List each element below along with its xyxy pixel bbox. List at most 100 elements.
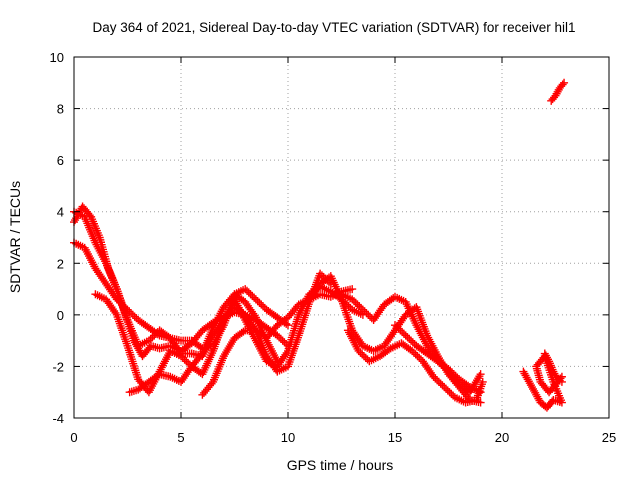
- data-point: [208, 325, 217, 334]
- y-tick-label: -4: [52, 411, 64, 426]
- data-point: [448, 368, 457, 377]
- plot-frame: [73, 56, 610, 419]
- y-tick-label: 0: [57, 308, 64, 323]
- data-point: [434, 377, 443, 386]
- data-point: [440, 383, 449, 392]
- data-point: [451, 371, 460, 380]
- data-point: [548, 365, 557, 374]
- data-point: [110, 306, 119, 315]
- data-point: [550, 381, 559, 390]
- data-point: [430, 354, 439, 363]
- data-point: [357, 303, 366, 312]
- data-point: [405, 334, 414, 343]
- data-point: [280, 316, 289, 325]
- data-point: [364, 310, 373, 319]
- data-point: [182, 357, 191, 366]
- data-point: [462, 380, 471, 389]
- data-point: [433, 376, 442, 385]
- data-point: [280, 338, 289, 347]
- data-point: [419, 346, 428, 355]
- data-point: [415, 353, 424, 362]
- data-point: [401, 331, 410, 340]
- data-point: [250, 311, 259, 320]
- data-point: [208, 349, 217, 358]
- data-point: [358, 305, 367, 314]
- data-point: [250, 293, 259, 302]
- data-point: [174, 376, 183, 385]
- x-axis-ticks: 0 5 10 15 20 25: [70, 57, 616, 445]
- data-point: [551, 371, 560, 380]
- data-point: [525, 379, 534, 388]
- data-point: [351, 298, 360, 307]
- series-track-9: [343, 326, 487, 407]
- data-point: [346, 285, 355, 294]
- data-point: [474, 387, 483, 396]
- data-point: [259, 331, 268, 340]
- series-track-6: [198, 285, 357, 399]
- series-track-3: [70, 202, 335, 376]
- x-tick-label: 5: [177, 430, 184, 445]
- data-point: [103, 262, 112, 271]
- data-point: [413, 352, 422, 361]
- data-point: [442, 384, 451, 393]
- data-point: [356, 337, 365, 346]
- data-point: [436, 379, 445, 388]
- data-point: [535, 358, 544, 367]
- data-point: [356, 348, 365, 357]
- data-point: [227, 306, 236, 315]
- data-point: [237, 328, 246, 337]
- x-tick-label: 15: [388, 430, 402, 445]
- data-point: [396, 326, 405, 335]
- data-point: [399, 329, 408, 338]
- data-point: [178, 353, 187, 362]
- data-point: [133, 373, 142, 382]
- y-axis-label: SDTVAR / TECUs: [7, 181, 23, 293]
- data-point: [99, 276, 108, 285]
- x-tick-label: 0: [70, 430, 77, 445]
- data-point: [546, 399, 555, 408]
- data-point: [426, 368, 435, 377]
- y-tick-label: 8: [57, 102, 64, 117]
- y-tick-label: 6: [57, 153, 64, 168]
- data-point: [94, 231, 103, 240]
- data-point: [85, 211, 94, 220]
- data-point: [152, 372, 161, 381]
- data-point: [534, 394, 543, 403]
- data-point: [219, 318, 228, 327]
- data-point: [548, 95, 557, 104]
- data-point: [141, 321, 150, 330]
- data-point: [128, 310, 137, 319]
- data-point: [162, 331, 171, 340]
- data-point: [272, 355, 281, 364]
- data-point: [557, 82, 566, 91]
- data-point: [404, 344, 413, 353]
- y-tick-label: 4: [57, 205, 64, 220]
- data-point: [447, 389, 456, 398]
- data-point: [377, 304, 386, 313]
- data-point: [398, 328, 407, 337]
- data-point: [293, 333, 302, 342]
- chart-title: Day 364 of 2021, Sidereal Day-to-day VTE…: [93, 20, 576, 35]
- data-point: [438, 381, 447, 390]
- data-point: [152, 329, 161, 338]
- data-point: [411, 350, 420, 359]
- data-point: [358, 350, 367, 359]
- data-point: [353, 300, 362, 309]
- data-point: [284, 341, 292, 350]
- data-point: [313, 283, 322, 292]
- data-point: [148, 333, 157, 342]
- data-point: [394, 324, 403, 333]
- data-point: [431, 374, 440, 383]
- series-track-10: [391, 321, 485, 397]
- data-point: [387, 295, 396, 304]
- data-point: [270, 324, 279, 333]
- data-point: [150, 331, 159, 340]
- data-point: [291, 304, 300, 313]
- data-point: [248, 291, 257, 300]
- data-point: [129, 334, 138, 343]
- data-point: [388, 330, 397, 339]
- data-point: [542, 353, 551, 362]
- data-point: [362, 309, 371, 318]
- data-point: [242, 286, 251, 295]
